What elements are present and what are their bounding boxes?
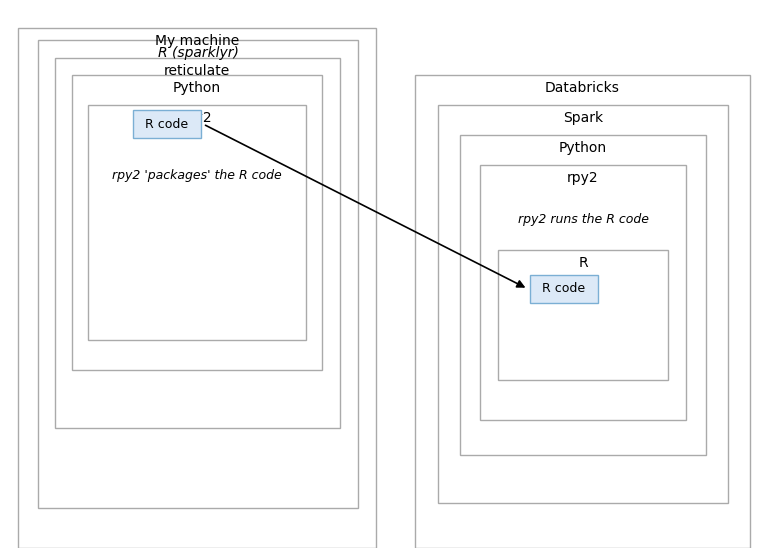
Text: R code: R code <box>146 118 189 131</box>
Text: Python: Python <box>173 81 221 95</box>
Text: Python: Python <box>559 141 607 155</box>
Bar <box>530 275 598 303</box>
Bar <box>498 250 668 380</box>
Bar <box>38 40 358 508</box>
Text: Spark: Spark <box>563 111 603 125</box>
Bar <box>415 75 750 548</box>
Text: rpy2: rpy2 <box>567 171 599 185</box>
Text: My machine: My machine <box>155 34 239 48</box>
Text: R: R <box>578 256 588 270</box>
Text: R code: R code <box>542 282 585 296</box>
Text: R (sparklyr): R (sparklyr) <box>157 46 239 60</box>
Bar <box>18 28 376 548</box>
Bar <box>460 135 706 455</box>
Text: Databricks: Databricks <box>545 81 620 95</box>
Bar <box>438 105 728 503</box>
Text: rpy2: rpy2 <box>181 111 212 125</box>
Bar <box>72 75 322 370</box>
Text: rpy2 runs the R code: rpy2 runs the R code <box>518 214 649 227</box>
Text: reticulate: reticulate <box>164 64 230 78</box>
Bar <box>88 105 306 340</box>
Text: rpy2 'packages' the R code: rpy2 'packages' the R code <box>112 169 282 181</box>
Bar <box>55 58 340 428</box>
Bar <box>480 165 686 420</box>
Bar <box>133 110 201 138</box>
